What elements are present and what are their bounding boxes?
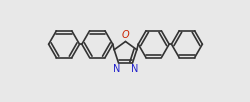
Text: O: O <box>121 30 129 40</box>
Text: N: N <box>130 64 138 74</box>
Text: N: N <box>112 64 120 74</box>
